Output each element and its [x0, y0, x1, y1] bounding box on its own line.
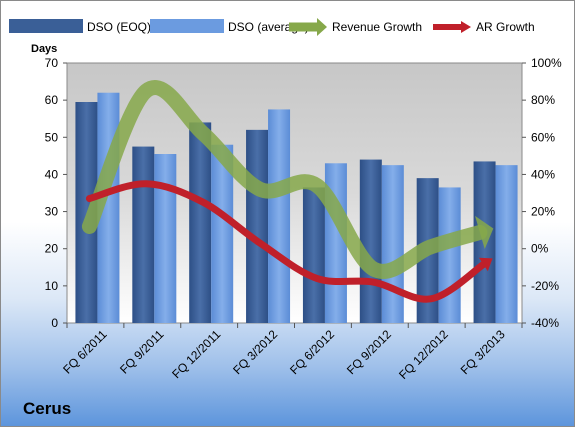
bar-dso-average--1	[154, 154, 177, 323]
y2-tick-label: 40%	[531, 167, 555, 181]
x-tick-label: FQ 12/2012	[396, 327, 451, 382]
y2-tick-label: 20%	[531, 205, 555, 219]
line-ar-growth	[85, 180, 487, 303]
legend-label-dso-average-: DSO (average)	[228, 20, 309, 34]
y-tick-label: 10	[45, 279, 59, 293]
x-tick-label: FQ 9/2012	[344, 327, 394, 377]
y-tick-label: 30	[45, 205, 59, 219]
bar-dso-average--7	[495, 165, 518, 323]
x-tick-label: FQ 3/2012	[230, 327, 280, 377]
x-tick-label: FQ 6/2012	[287, 327, 337, 377]
legend-label-ar-growth: AR Growth	[476, 20, 535, 34]
x-tick-label: FQ 6/2011	[60, 327, 110, 377]
x-tick-label: FQ 9/2011	[117, 327, 167, 377]
y2-tick-label: -40%	[531, 316, 559, 330]
legend-swatch-dso-eoq-	[9, 19, 83, 33]
y-tick-label: 20	[45, 242, 59, 256]
bar-dso-average--6	[438, 187, 461, 323]
y-tick-label: 40	[45, 167, 59, 181]
x-tick-label: FQ 12/2011	[169, 327, 223, 381]
arrowhead-revenue-growth	[475, 215, 494, 249]
y-tick-label: 70	[45, 56, 59, 70]
y2-tick-label: 80%	[531, 93, 555, 107]
y2-tick-label: -20%	[531, 279, 559, 293]
y2-tick-label: 60%	[531, 130, 555, 144]
line-revenue-growth	[81, 80, 488, 279]
bar-dso-average--2	[211, 144, 234, 323]
bar-dso-average--5	[381, 165, 404, 323]
bar-dso-eoq--5	[359, 159, 382, 323]
y2-tick-label: 100%	[531, 56, 562, 70]
bar-dso-eoq--0	[75, 102, 98, 323]
bar-dso-eoq--1	[132, 146, 155, 323]
y-tick-label: 0	[51, 316, 58, 330]
legend-arrowhead-revenue-growth	[317, 18, 327, 36]
arrowhead-ar-growth	[478, 257, 493, 272]
legend-swatch-dso-average-	[150, 19, 224, 33]
legend-label-revenue-growth: Revenue Growth	[332, 20, 422, 34]
bar-dso-average--3	[268, 109, 291, 323]
bar-dso-eoq--2	[189, 122, 212, 323]
legend-arrowhead-ar-growth	[461, 21, 471, 33]
legend-label-dso-eoq-: DSO (EOQ)	[87, 20, 151, 34]
bar-dso-eoq--3	[246, 129, 269, 323]
bar-dso-eoq--4	[302, 187, 325, 323]
y-tick-label: 60	[45, 93, 59, 107]
y-tick-label: 50	[45, 130, 59, 144]
x-tick-label: FQ 3/2013	[458, 327, 508, 377]
y2-tick-label: 0%	[531, 242, 549, 256]
company-label: Cerus	[23, 399, 71, 418]
y-axis-title: Days	[31, 43, 57, 55]
